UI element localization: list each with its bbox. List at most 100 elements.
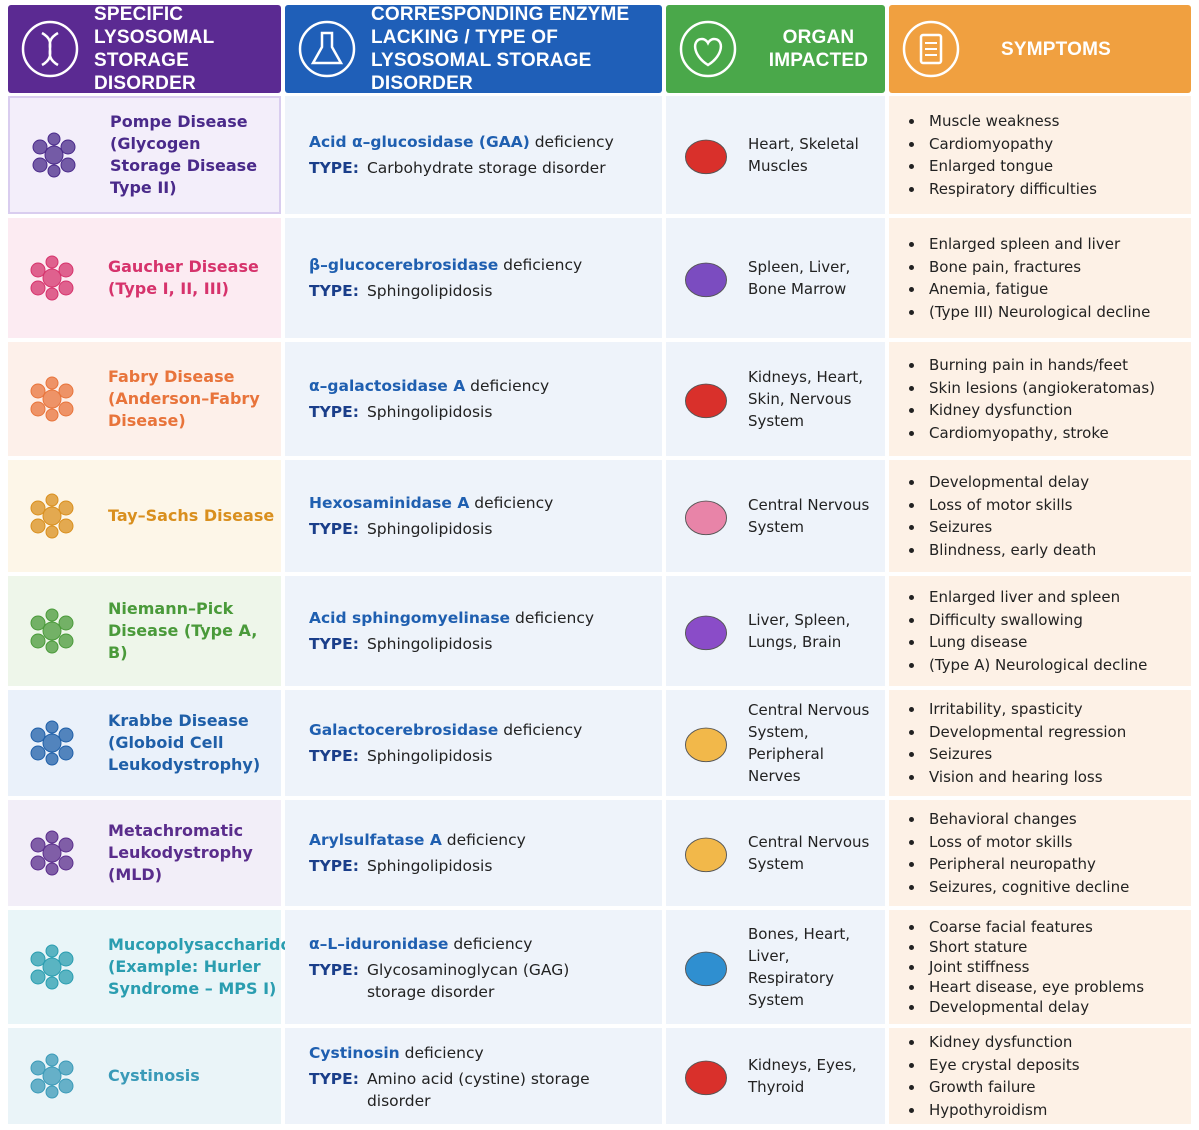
enzyme-cell: β–glucocerebrosidase deficiency TYPE: Sphi… [285,218,662,338]
icon-shape [30,1078,46,1094]
enzyme-suffix: deficiency [474,494,554,512]
organ-text: Bones, Heart, Liver, Respiratory System [748,925,851,1009]
organ-text: Central Nervous System, Peripheral Nerve… [748,701,870,785]
icon-shape [58,262,74,278]
symptom-item: Behavioral changes [925,808,1129,831]
symptom-list: Coarse facial featuresShort statureJoint… [889,917,1144,1017]
organ-text: Spleen, Liver, Bone Marrow [748,258,851,298]
icon-shape [685,262,727,298]
organ-text: Liver, Spleen, Lungs, Brain [748,611,851,651]
symptom-item: Developmental delay [925,997,1144,1017]
disease-name: Mucopolysaccharidoses (Example: Hurler S… [108,935,322,998]
symptom-item: Cardiomyopathy [925,133,1097,156]
icon-shape [45,830,59,844]
enzyme-suffix: deficiency [470,377,550,395]
organ-cell: Central Nervous System [666,460,885,572]
symptom-item: Irritability, spasticity [925,698,1126,721]
symptom-item: Seizures [925,516,1096,539]
symptom-item: Kidney dysfunction [925,399,1155,422]
disease-name: Cystinosis [108,1066,200,1085]
icon-shape [30,951,46,967]
symptoms-cell: Developmental delayLoss of motor skillsS… [889,460,1191,572]
enzyme-suffix: deficiency [515,609,595,627]
organ-text: Central Nervous System [748,833,870,873]
header-title: CORRESPONDING ENZYME LACKING / TYPE OF L… [371,4,630,94]
icon-shape [45,287,59,301]
icon-shape [58,855,74,871]
icon-shape [45,944,59,958]
type-label: TYPE: [309,857,359,875]
enzyme-line: Galactocerebrosidase deficiency [309,717,582,743]
type-label: TYPE: [309,159,359,177]
type-label: TYPE: [309,403,359,421]
disease-name: Fabry Disease (Anderson–Fabry Disease) [108,367,260,430]
organ-text: Central Nervous System [748,496,870,536]
icon-shape [685,1060,727,1096]
icon-shape [30,518,46,534]
organ-cell: Heart, Skeletal Muscles [666,96,885,214]
icon-shape [58,518,74,534]
icon-shape [44,145,64,165]
icon-shape [30,1060,46,1076]
organ-cell: Bones, Heart, Liver, Respiratory System [666,910,885,1024]
organ-cell: Central Nervous System [666,800,885,906]
icon-shape [58,951,74,967]
enzyme-line: α–L–iduronidase deficiency [309,931,607,957]
enzyme-suffix: deficiency [446,831,526,849]
header-title: ORGAN IMPACTED [768,27,869,71]
symptom-list: Behavioral changesLoss of motor skillsPe… [889,808,1129,898]
organ-icon [685,383,727,419]
symptom-item: Kidney dysfunction [925,1031,1080,1054]
header-icon [21,20,79,78]
enzyme-name: β–glucocerebrosidase [309,256,499,274]
symptom-item: Respiratory difficulties [925,178,1097,201]
organ-text: Kidneys, Eyes, Thyroid [748,1056,857,1096]
enzyme-cell: α–galactosidase A deficiency TYPE: Sphingo… [285,342,662,456]
disease-icon [30,376,74,422]
type-line: TYPE: Sphingolipidosis [309,399,549,425]
symptom-item: (Type III) Neurological decline [925,301,1150,324]
icon-shape [30,727,46,743]
symptom-item: Loss of motor skills [925,831,1129,854]
enzyme-block: Acid α–glucosidase (GAA) deficiency TYPE:… [285,129,614,181]
disease-icon [30,720,74,766]
symptom-item: Enlarged spleen and liver [925,233,1150,256]
type-line: TYPE: Sphingolipidosis [309,278,582,304]
disease-cell: Niemann–Pick Disease (Type A, B) [8,576,281,686]
icon-shape [685,727,727,763]
icon-shape [58,401,74,417]
disease-name: Pompe Disease (Glycogen Storage Disease … [110,112,258,197]
icon-shape [45,720,59,734]
disease-icon [30,608,74,654]
type-line: TYPE: Sphingolipidosis [309,743,582,769]
symptoms-cell: Coarse facial featuresShort statureJoint… [889,910,1191,1024]
enzyme-line: β–glucocerebrosidase deficiency [309,252,582,278]
enzyme-name: Arylsulfatase A [309,831,442,849]
disease-cell: Mucopolysaccharidoses (Example: Hurler S… [8,910,321,1024]
icon-shape [45,976,59,990]
icon-shape [58,969,74,985]
symptom-list: Kidney dysfunctionEye crystal depositsGr… [889,1031,1080,1121]
organ-icon [685,139,727,175]
symptom-item: Muscle weakness [925,110,1097,133]
enzyme-cell: Hexosaminidase A deficiency TYPE: Sphingol… [285,460,662,572]
icon-shape [58,1060,74,1076]
symptom-item: Anemia, fatigue [925,278,1150,301]
enzyme-suffix: deficiency [534,133,614,151]
disease-icon [30,944,74,990]
header-title: SYMPTOMS [1001,38,1111,60]
icon-shape [30,837,46,853]
type-text: Sphingolipidosis [366,857,493,875]
icon-shape [685,615,727,651]
type-line: TYPE: Sphingolipidosis [309,853,526,879]
enzyme-block: α–L–iduronidase deficiency TYPE: Glycosami… [285,931,607,1003]
icon-shape [685,837,727,873]
symptom-item: Bone pain, fractures [925,256,1150,279]
type-line: TYPE: Sphingolipidosis [309,631,594,657]
icon-shape [45,640,59,654]
symptoms-cell: Burning pain in hands/feetSkin lesions (… [889,342,1191,456]
symptom-list: Developmental delayLoss of motor skillsS… [889,471,1096,561]
symptom-list: Enlarged liver and spleenDifficulty swal… [889,586,1147,676]
icon-shape [45,608,59,622]
icon-shape [685,500,727,536]
